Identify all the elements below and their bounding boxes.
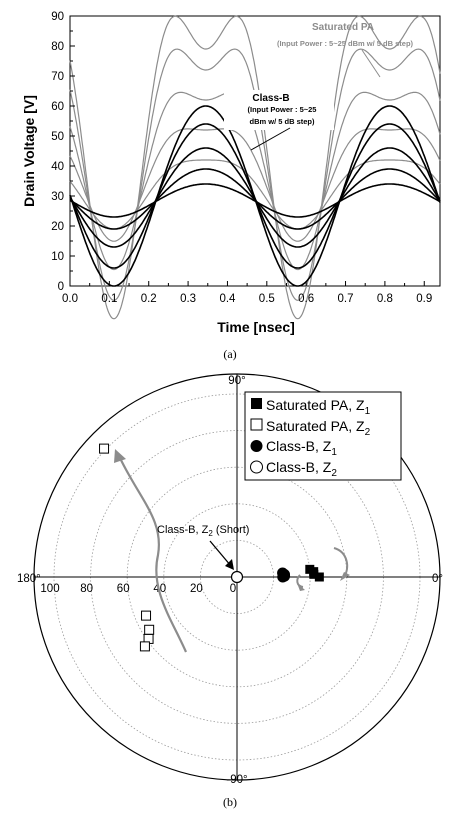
y-tick-label: 40 [51, 161, 64, 173]
class-b-line-4 [69, 168, 441, 230]
short-annotation: Class-B, Z2 (Short) [157, 524, 249, 538]
axis-ticks: 0.0 0.1 0.2 0.3 0.4 0.5 0.6 0.7 0.8 0.9 0 10 20 30 40 5… [51, 11, 432, 305]
x-tick-label: 0.4 [219, 293, 236, 305]
radius-ticks: 100 80 60 40 20 0 [40, 583, 236, 595]
x-tick-label: 0.0 [62, 293, 78, 305]
angle-label-180: 180° [17, 573, 41, 585]
saturated-pa-annotation-detail: (Input Power : 5~25 dBm w/ 5 dB step) [277, 39, 414, 48]
marker-saturated-z1 [309, 569, 319, 579]
z2-trend-arrow [118, 455, 188, 653]
y-tick-label: 0 [58, 281, 64, 293]
waveform-lines [69, 15, 441, 320]
angle-label-90: 90° [228, 375, 245, 387]
z1-trend-arrowhead-outer [340, 572, 350, 581]
y-tick-label: 30 [51, 191, 64, 203]
y-tick-label: 20 [51, 221, 64, 233]
panel-b-polar-chart: 90° 180° 0° -90° 100 80 60 40 20 0 Class-B, Z… [17, 373, 443, 809]
marker-class-b-z1 [277, 571, 289, 583]
marker-class-b-z2 [230, 570, 244, 584]
x-tick-label: 0.1 [101, 293, 117, 305]
plot-frame [69, 15, 441, 287]
class-b-annotation-detail-1: (Input Power : 5~25 [248, 105, 317, 114]
legend-item-3: Class-B, Z1 [266, 438, 337, 458]
x-tick-label: 0.2 [141, 293, 157, 305]
legend-item-1: Saturated PA, Z1 [266, 397, 371, 417]
radius-tick-label: 20 [190, 583, 203, 595]
caption-a: (a) [223, 347, 236, 361]
class-b-annotation-title: Class-B [252, 93, 289, 104]
marker-saturated-z2 [139, 641, 150, 652]
legend [244, 391, 402, 481]
x-axis-label: Time [nsec] [217, 319, 295, 335]
y-tick-label: 50 [51, 131, 64, 143]
saturated-pa-pointer [361, 49, 381, 78]
radius-tick-label: 60 [117, 583, 130, 595]
x-tick-label: 0.9 [416, 293, 432, 305]
marker-saturated-z2 [99, 443, 110, 454]
y-tick-label: 60 [51, 101, 64, 113]
x-tick-label: 0.6 [298, 293, 314, 305]
angle-label-neg90: -90° [226, 774, 247, 786]
y-axis-label: Drain Voltage [V] [21, 95, 37, 207]
saturated-pa-line-5 [69, 159, 441, 230]
class-b-pointer [250, 127, 291, 151]
saturated-pa-line-3 [69, 91, 441, 271]
caption-b: (b) [223, 795, 237, 809]
angle-label-0: 0° [432, 573, 443, 585]
legend-item-2: Saturated PA, Z2 [266, 418, 371, 438]
marker-saturated-z2 [144, 624, 155, 635]
legend-item-4: Class-B, Z2 [266, 459, 337, 479]
saturated-pa-line-1 [69, 15, 441, 320]
radius-tick-label: 100 [40, 583, 59, 595]
short-pointer [209, 540, 232, 567]
y-tick-label: 80 [51, 41, 64, 53]
z1-trend-arrowhead-inner [297, 583, 305, 591]
legend-marker-filled-circle [250, 440, 263, 452]
y-tick-label: 10 [51, 251, 64, 263]
x-tick-label: 0.7 [338, 293, 354, 305]
radius-tick-label: 0 [230, 583, 236, 595]
saturated-pa-annotation-title: Saturated PA [312, 22, 374, 33]
panel-a-line-chart: 0.0 0.1 0.2 0.3 0.4 0.5 0.6 0.7 0.8 0.9 0 10 20 30 40 5… [21, 11, 441, 361]
y-tick-label: 90 [51, 11, 64, 23]
x-tick-label: 0.3 [180, 293, 196, 305]
x-tick-label: 0.5 [259, 293, 275, 305]
class-b-annotation-detail-2: dBm w/ 5 dB step) [249, 117, 315, 126]
radius-tick-label: 80 [80, 583, 93, 595]
legend-marker-open-square [250, 418, 263, 431]
y-tick-label: 70 [51, 71, 64, 83]
legend-marker-open-circle [250, 460, 263, 474]
marker-saturated-z2 [141, 610, 152, 621]
z1-trend-arrow-inner [296, 574, 304, 588]
polar-markers [99, 443, 324, 652]
x-tick-label: 0.8 [377, 293, 393, 305]
short-pointer-head [225, 559, 234, 570]
marker-saturated-z1 [314, 572, 324, 582]
legend-marker-filled-square [251, 398, 262, 409]
class-b-line-5 [69, 183, 441, 218]
class-b-annotation-bg [224, 90, 334, 130]
z2-trend-arrowhead [114, 449, 126, 463]
